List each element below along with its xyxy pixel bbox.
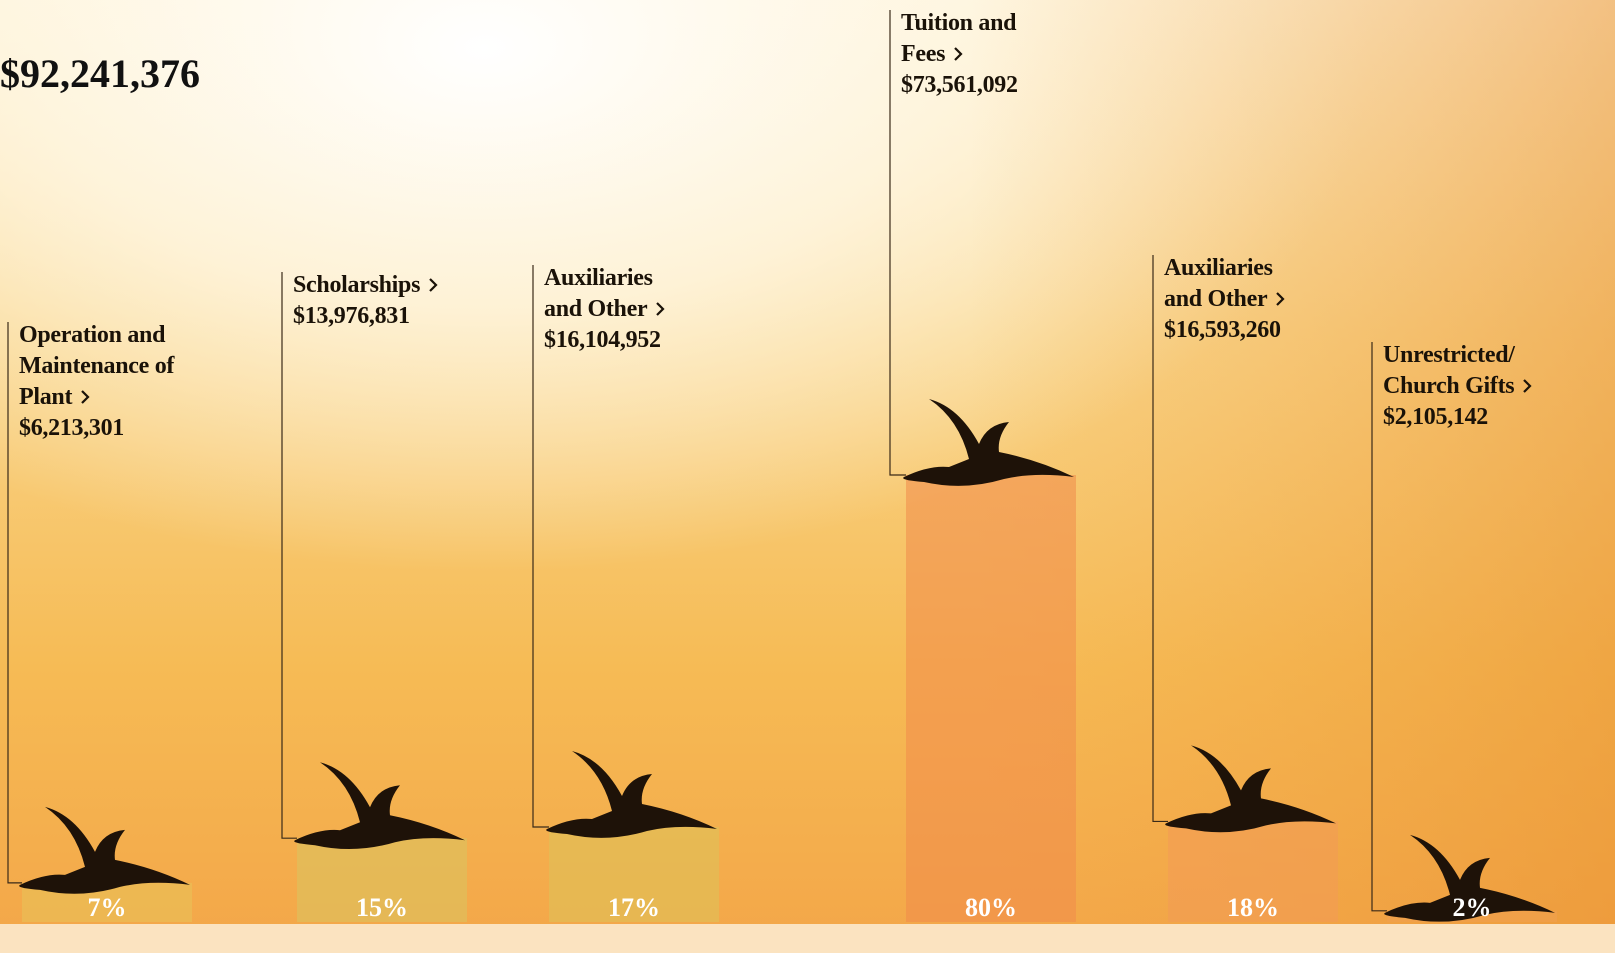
bar-label: Operation and Maintenance of Plant $6,213… bbox=[19, 320, 199, 444]
value-label: 7% bbox=[87, 893, 127, 922]
bars bbox=[7, 10, 1557, 922]
pelican bbox=[1165, 745, 1336, 833]
value-label: 80% bbox=[965, 893, 1017, 922]
chart-title: $92,241,376 bbox=[0, 51, 200, 96]
bar-label: Unrestricted/ Church Gifts $2,105,142 bbox=[1383, 340, 1558, 433]
chevron[interactable] bbox=[653, 301, 669, 317]
chevron-path bbox=[1523, 379, 1532, 393]
category-label[interactable]: Tuition and Fees bbox=[901, 10, 1017, 67]
chevron-path bbox=[1276, 292, 1285, 306]
chevron-path bbox=[429, 278, 438, 292]
value-label: 17% bbox=[608, 893, 660, 922]
amount-label: $2,105,142 bbox=[1383, 404, 1489, 430]
category-label[interactable]: Auxiliaries and Other bbox=[544, 265, 653, 322]
amount-label: $13,976,831 bbox=[293, 303, 410, 329]
value-label: 15% bbox=[356, 893, 408, 922]
bar bbox=[297, 838, 467, 922]
chevron[interactable] bbox=[951, 46, 967, 62]
leader-line bbox=[1152, 255, 1168, 823]
chevron-path bbox=[656, 302, 665, 316]
pelican bbox=[546, 751, 717, 838]
value-label: 18% bbox=[1227, 893, 1279, 922]
bar bbox=[549, 827, 719, 922]
category-label[interactable]: Auxiliaries and Other bbox=[1164, 255, 1273, 312]
ground bbox=[0, 924, 1615, 953]
chevron[interactable] bbox=[78, 389, 94, 405]
category-label[interactable]: Unrestricted/ Church Gifts bbox=[1383, 342, 1515, 399]
bar-label: Tuition and Fees $73,561,092 bbox=[901, 8, 1026, 101]
leader-line bbox=[889, 10, 906, 476]
category-label[interactable]: Scholarships bbox=[293, 272, 421, 298]
amount-label: $16,104,952 bbox=[544, 327, 661, 353]
pelican bbox=[1384, 834, 1555, 922]
leader-line bbox=[281, 272, 297, 839]
amount-label: $73,561,092 bbox=[901, 72, 1018, 98]
bar bbox=[906, 475, 1076, 922]
pelican bbox=[294, 762, 465, 850]
value-label: 2% bbox=[1452, 893, 1492, 922]
chevron-path bbox=[81, 390, 90, 404]
pelican bbox=[19, 806, 190, 894]
bar-label: Scholarships $13,976,831 bbox=[293, 270, 493, 332]
chevron[interactable] bbox=[426, 277, 442, 293]
chevron-path bbox=[954, 47, 963, 61]
amount-label: $16,593,260 bbox=[1164, 317, 1281, 343]
bar-label: Auxiliaries and Other $16,104,952 bbox=[544, 263, 694, 356]
leader-line bbox=[532, 265, 549, 828]
amount-label: $6,213,301 bbox=[19, 415, 125, 441]
pelican bbox=[903, 399, 1074, 486]
chevron[interactable] bbox=[1520, 378, 1536, 394]
bar bbox=[1168, 821, 1338, 922]
leader-line bbox=[1371, 342, 1387, 912]
category-label[interactable]: Operation and Maintenance of Plant bbox=[19, 322, 175, 410]
chevron[interactable] bbox=[1273, 291, 1289, 307]
leader-line bbox=[7, 322, 22, 884]
bar-label: Auxiliaries and Other $16,593,260 bbox=[1164, 253, 1314, 346]
